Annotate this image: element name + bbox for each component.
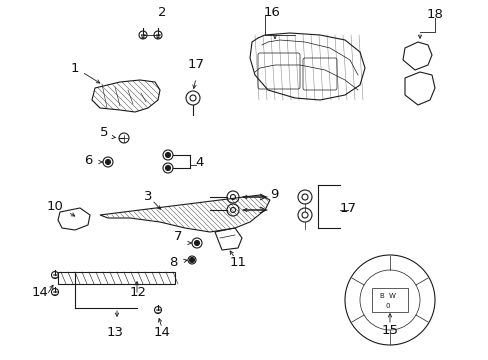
Text: 6: 6 xyxy=(83,153,92,166)
Circle shape xyxy=(105,159,110,165)
Circle shape xyxy=(189,257,194,262)
Text: 15: 15 xyxy=(381,324,398,337)
Circle shape xyxy=(165,153,170,158)
Text: 5: 5 xyxy=(100,126,108,139)
Text: 9: 9 xyxy=(269,188,278,201)
Text: 16: 16 xyxy=(263,5,280,18)
Text: 7: 7 xyxy=(173,230,182,243)
Text: 2: 2 xyxy=(158,5,166,18)
Text: 17: 17 xyxy=(339,202,356,215)
Text: 18: 18 xyxy=(426,9,443,22)
Circle shape xyxy=(194,240,199,246)
Text: 13: 13 xyxy=(106,327,123,339)
Text: W: W xyxy=(388,293,395,299)
Text: 4: 4 xyxy=(195,156,204,168)
Text: 12: 12 xyxy=(129,285,146,298)
Text: B: B xyxy=(379,293,384,299)
Text: 17: 17 xyxy=(187,58,204,72)
Text: 10: 10 xyxy=(46,201,63,213)
Text: 14: 14 xyxy=(32,287,48,300)
Text: 0: 0 xyxy=(385,303,389,309)
Bar xyxy=(58,272,175,284)
Bar xyxy=(371,288,407,312)
Circle shape xyxy=(165,166,170,171)
Text: 3: 3 xyxy=(143,189,152,202)
Text: 14: 14 xyxy=(153,327,170,339)
Text: 1: 1 xyxy=(71,62,79,75)
Text: 11: 11 xyxy=(229,256,246,269)
Text: 8: 8 xyxy=(168,256,177,269)
